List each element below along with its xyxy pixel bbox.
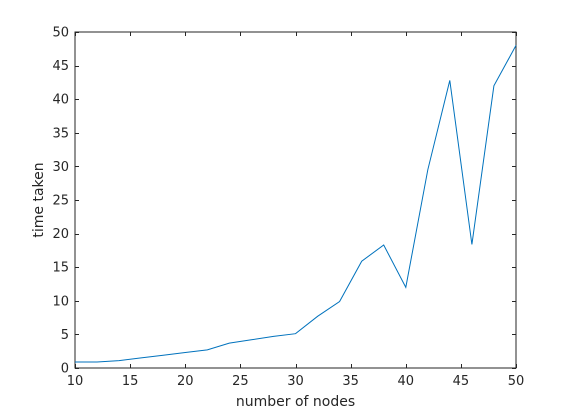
y-tick-label: 5: [61, 328, 69, 343]
y-tick-label: 40: [52, 93, 69, 108]
x-tick-label: 35: [342, 374, 359, 389]
y-tick-label: 25: [52, 194, 69, 209]
x-tick-label: 45: [453, 374, 470, 389]
y-tick-label: 15: [52, 261, 69, 276]
y-axis-label: time taken: [31, 162, 47, 237]
series-line-0: [75, 45, 517, 363]
x-tick-label: 15: [122, 374, 139, 389]
x-tick-label: 10: [67, 374, 84, 389]
x-tick-label: 40: [397, 374, 414, 389]
series-group: [75, 45, 517, 363]
y-axis-ticks: 0 5 10 15 20 25 30 35 40 45 50: [52, 26, 516, 377]
x-axis-label: number of nodes: [236, 394, 355, 410]
x-axis-ticks: 10 15 20 25 30 35 40 45 50: [67, 32, 525, 389]
axes-frame: [74, 31, 517, 369]
y-tick-label: 0: [61, 362, 69, 377]
y-tick-label: 50: [52, 26, 69, 41]
x-tick-label: 25: [232, 374, 249, 389]
y-tick-label: 45: [52, 59, 69, 74]
x-tick-label: 50: [508, 374, 525, 389]
y-tick-label: 30: [52, 160, 69, 175]
y-tick-label: 20: [52, 227, 69, 242]
x-tick-label: 30: [287, 374, 304, 389]
x-tick-label: 20: [177, 374, 194, 389]
y-tick-label: 10: [52, 294, 69, 309]
plot-area-box: [74, 31, 517, 369]
y-tick-label: 35: [52, 126, 69, 141]
